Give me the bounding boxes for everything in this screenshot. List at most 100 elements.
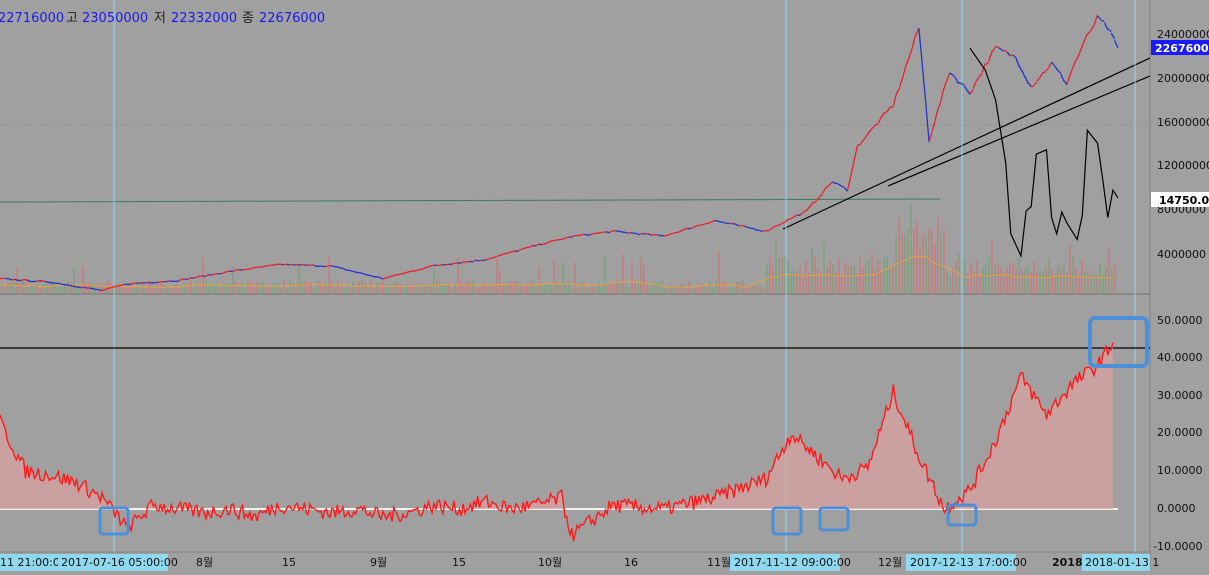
price-segment [203,276,206,277]
price-segment [170,281,173,282]
price-segment [332,266,335,267]
price-segment [497,255,500,256]
price-segment [109,288,112,289]
low-label: 저 [154,11,166,26]
price-segment [350,271,353,272]
price-segment [700,225,703,226]
high-value: 23050000 [82,11,148,26]
price-segment [296,264,299,265]
price-segment [269,265,272,266]
price-segment [554,240,557,241]
price-segment [323,266,326,267]
price-segment [416,270,419,271]
price-segment [557,240,560,241]
time-label: 9월 [370,556,387,569]
price-segment [1001,50,1004,51]
indicator-tick: 40.0000 [1157,351,1203,364]
price-segment [506,253,509,254]
time-label: 16 [624,556,638,569]
price-segment [272,265,275,266]
price-segment [194,277,197,278]
price-segment [93,289,96,290]
time-label: 2017-07-16 05:00:00 [61,556,178,569]
price-segment [724,223,727,224]
price-segment [542,244,545,245]
price-segment [30,281,33,282]
price-segment [242,270,245,271]
price-segment [422,268,425,269]
time-label: 2018-01-13 1 [1085,556,1159,569]
price-segment [835,183,838,184]
price-segment [389,276,392,277]
indicator-tick: -10.0000 [1153,540,1202,553]
price-segment [697,225,700,226]
price-segment [200,276,203,277]
price-segment [182,279,185,280]
price-tick: 12000000 [1157,159,1209,172]
price-segment [545,243,548,244]
price-segment [36,281,39,282]
price-segment [236,270,239,271]
price-segment [600,232,603,233]
price-segment [12,279,15,280]
price-segment [712,221,715,222]
time-label: 2018 [1052,556,1083,569]
price-segment [305,265,308,266]
time-label: 12월 [878,556,902,569]
price-segment [485,259,488,260]
price-segment [281,264,284,265]
high-label: 고 [66,11,78,26]
price-segment [410,271,413,272]
low-value: 22332000 [171,11,237,26]
time-label: 11월 [707,556,731,569]
open-value: 22716000 [0,11,64,26]
price-segment [788,219,791,220]
time-label: 2017-11-12 09:00:00 [734,556,851,569]
price-segment [667,235,670,236]
current-price-text: 22676000 [1155,42,1209,55]
time-label: 15 [282,556,296,569]
time-label: 10월 [538,556,562,569]
price-segment [383,278,386,279]
price-segment [597,233,600,234]
close-value: 22676000 [259,11,325,26]
price-segment [356,272,359,273]
price-segment [227,271,230,272]
price-segment [431,265,434,266]
price-segment [634,233,637,234]
price-segment [584,234,587,235]
time-label: 2017-12-13 17:00:00 [910,556,1027,569]
price-segment [75,287,78,288]
price-tick: 24000000 [1157,28,1209,41]
time-label: -11 21:00:00 [0,556,67,569]
price-segment [721,222,724,223]
indicator-tick: 30.0000 [1157,389,1203,402]
price-segment [757,230,760,231]
price-segment [890,107,893,108]
indicator-tick: 50.0000 [1157,314,1203,327]
price-segment [613,231,616,232]
secondary-price-text: 14750.0 [1159,194,1209,207]
price-segment [512,251,515,252]
price-segment [658,235,661,236]
time-label: 15 [452,556,466,569]
indicator-tick: 0.0000 [1157,502,1196,515]
price-segment [775,225,778,226]
indicator-tick: 20.0000 [1157,426,1203,439]
price-segment [326,266,329,267]
time-label: 8월 [196,556,213,569]
price-segment [718,221,721,222]
close-label: 종 [242,11,254,26]
price-segment [290,264,293,265]
price-segment [308,265,311,266]
price-segment [527,247,530,248]
price-segment [673,233,676,234]
price-segment [1101,20,1104,21]
price-segment [1010,55,1013,56]
price-segment [185,279,188,280]
price-segment [404,272,407,273]
price-segment [763,231,766,232]
price-segment [646,234,649,235]
